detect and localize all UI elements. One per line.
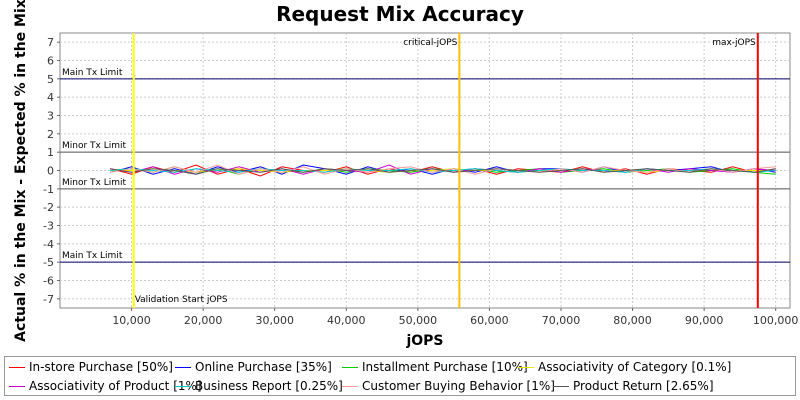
marker-label: max-jOPS <box>712 38 756 48</box>
x-tick-label: 90,000 <box>685 314 724 327</box>
limit-line-label: Minor Tx Limit <box>62 178 127 188</box>
x-tick-label: 40,000 <box>327 314 366 327</box>
x-tick-label: 60,000 <box>470 314 509 327</box>
legend-item: Online Purchase [35%] <box>175 358 332 376</box>
y-tick-label: 6 <box>47 55 54 68</box>
y-tick-label: -5 <box>43 256 54 269</box>
legend-swatch <box>342 366 358 368</box>
x-tick-label: 50,000 <box>399 314 438 327</box>
legend-label: Customer Buying Behavior [1%] <box>362 379 555 393</box>
y-tick-label: -1 <box>43 183 54 196</box>
limit-line-label: Main Tx Limit <box>62 251 123 261</box>
legend-swatch <box>175 366 191 368</box>
legend-item: Customer Buying Behavior [1%] <box>342 377 555 395</box>
legend-label: Associativity of Product [1%] <box>29 379 202 393</box>
legend-label: Online Purchase [35%] <box>195 360 332 374</box>
limit-line-label: Main Tx Limit <box>62 68 123 78</box>
limit-line-label: Minor Tx Limit <box>62 141 127 151</box>
legend-label: Associativity of Category [0.1%] <box>538 360 732 374</box>
x-tick-label: 80,000 <box>613 314 652 327</box>
legend-item: Business Report [0.25%] <box>175 377 343 395</box>
series-line <box>110 168 776 173</box>
legend-label: Business Report [0.25%] <box>195 379 343 393</box>
legend-swatch <box>518 366 534 368</box>
y-tick-label: -7 <box>43 293 54 306</box>
y-tick-label: 3 <box>47 110 54 123</box>
plot-area: 7 6 5 4 3 2 1 0 -1 -2 -3 -4 -5 -6 -7 10,000 20,000 30,000… <box>13 0 799 349</box>
x-tick-label: 70,000 <box>542 314 581 327</box>
legend-item: In-store Purchase [50%] <box>9 358 173 376</box>
legend-swatch <box>553 385 569 387</box>
y-axis-label: Actual % in the Mix - Expected % in the … <box>13 0 29 342</box>
legend-item: Product Return [2.65%] <box>553 377 714 395</box>
legend-swatch <box>9 385 25 387</box>
series-line <box>110 168 776 175</box>
x-tick-label: 20,000 <box>184 314 223 327</box>
legend-label: Product Return [2.65%] <box>573 379 714 393</box>
legend-row: In-store Purchase [50%] Online Purchase [… <box>5 358 795 376</box>
y-tick-label: 2 <box>47 128 54 141</box>
y-tick-label: 5 <box>47 73 54 86</box>
marker-label: Validation Start jOPS <box>135 295 228 305</box>
legend-item: Associativity of Product [1%] <box>9 377 202 395</box>
y-tick-label: -3 <box>43 220 54 233</box>
legend-swatch <box>175 385 191 387</box>
legend-item: Installment Purchase [10%] <box>342 358 528 376</box>
x-axis-label: jOPS <box>405 333 443 349</box>
x-tick-label: 100,000 <box>753 314 799 327</box>
y-tick-label: -6 <box>43 275 54 288</box>
y-tick-label: 7 <box>47 36 54 49</box>
y-tick-label: 1 <box>47 146 54 159</box>
y-tick-label: 4 <box>47 91 54 104</box>
y-tick-label: 0 <box>47 165 54 178</box>
legend-swatch <box>9 366 25 368</box>
chart-title: Request Mix Accuracy <box>276 2 524 26</box>
marker-label: critical-jOPS <box>403 38 457 48</box>
y-tick-label: -2 <box>43 201 54 214</box>
y-tick-label: -4 <box>43 238 54 251</box>
x-tick-label: 10,000 <box>112 314 151 327</box>
legend-item: Associativity of Category [0.1%] <box>518 358 731 376</box>
x-tick-label: 30,000 <box>255 314 294 327</box>
legend: In-store Purchase [50%] Online Purchase [… <box>4 356 796 396</box>
legend-label: In-store Purchase [50%] <box>29 360 173 374</box>
legend-swatch <box>342 385 358 387</box>
legend-row: Associativity of Product [1%] Business Re… <box>5 377 795 395</box>
legend-label: Installment Purchase [10%] <box>362 360 528 374</box>
